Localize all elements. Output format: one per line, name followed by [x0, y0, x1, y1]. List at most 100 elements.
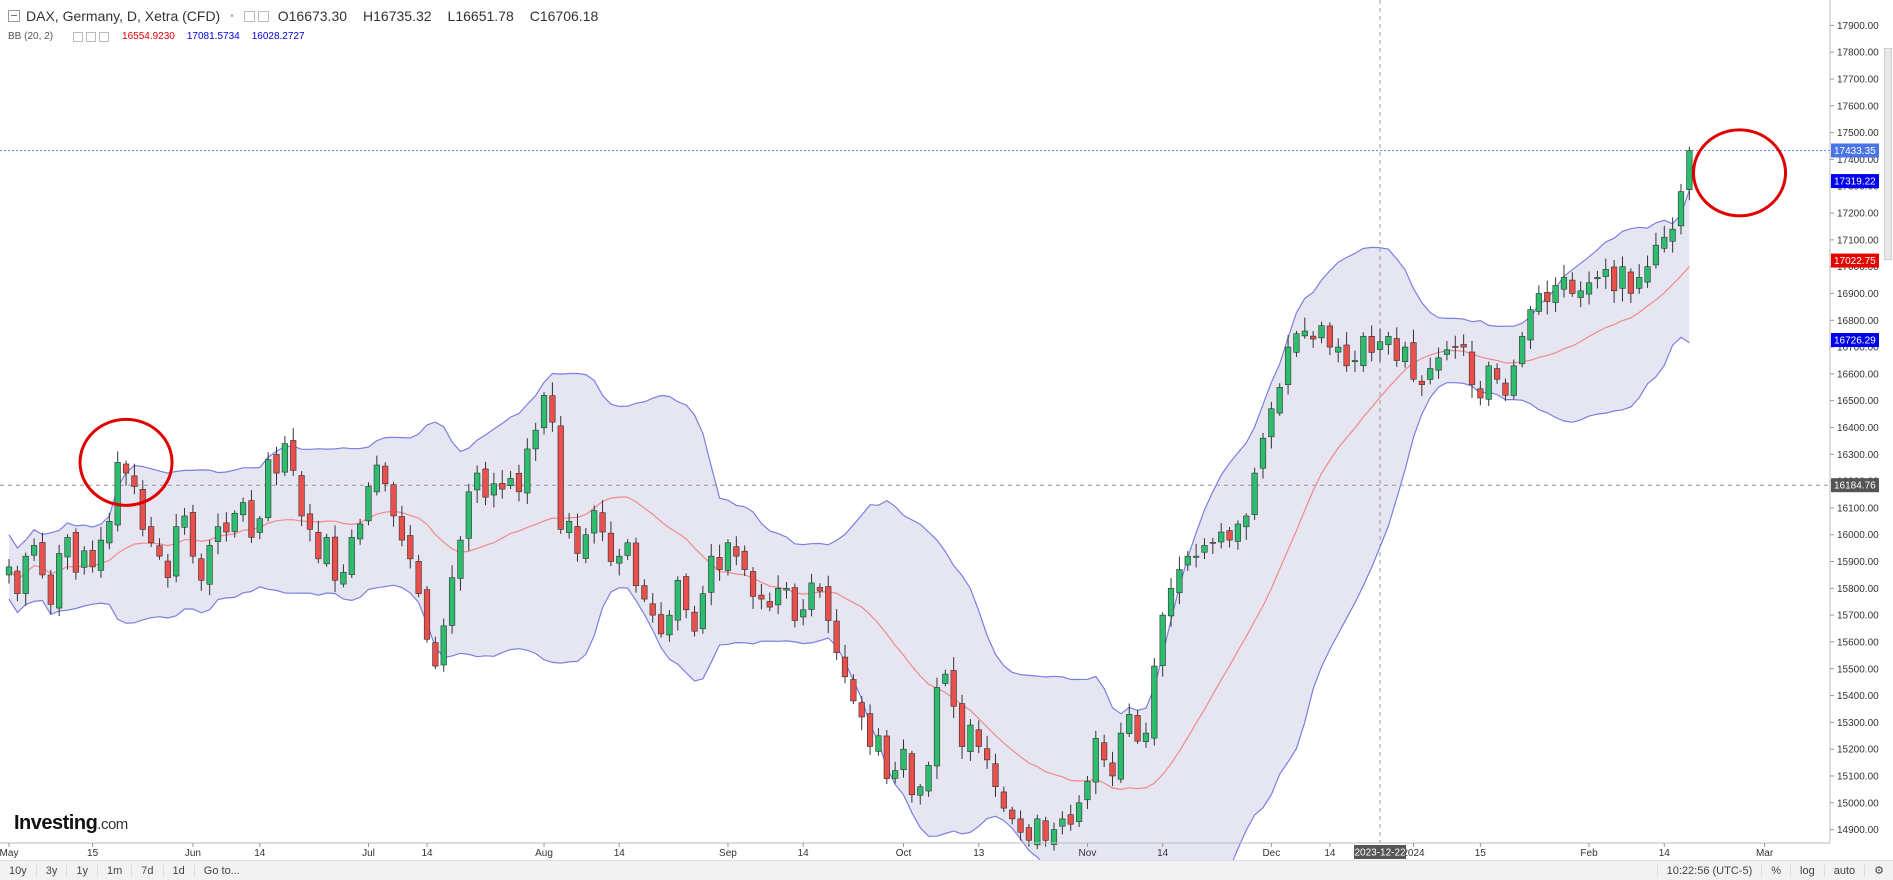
- candle-body: [616, 555, 623, 564]
- candle: [1034, 814, 1041, 850]
- range-7d-button[interactable]: 7d: [132, 864, 164, 877]
- candle-body: [1042, 820, 1049, 841]
- candle-body: [1443, 349, 1451, 355]
- axis-scroll-handle[interactable]: [1884, 48, 1892, 260]
- candle-body: [657, 614, 665, 635]
- candle-body: [239, 502, 247, 516]
- candlesticks: [5, 146, 1693, 851]
- range-1m-button[interactable]: 1m: [98, 864, 133, 877]
- candle-body: [933, 687, 941, 767]
- candle-body: [1226, 530, 1233, 541]
- collapse-icon[interactable]: [8, 10, 20, 22]
- range-1d-button[interactable]: 1d: [164, 864, 195, 877]
- price-tick-label: 16900.00: [1837, 289, 1879, 300]
- candle-body: [1502, 382, 1509, 396]
- candle-body: [758, 594, 765, 600]
- candle: [1293, 330, 1300, 357]
- candle: [281, 435, 288, 477]
- candle-body: [975, 729, 982, 747]
- candle: [122, 460, 130, 486]
- close-icon[interactable]: [99, 31, 110, 42]
- candle: [1544, 280, 1551, 315]
- candle: [992, 753, 999, 797]
- time-tick-label: 14: [798, 848, 810, 859]
- range-10y-button[interactable]: 10y: [0, 864, 37, 877]
- candle: [1410, 329, 1417, 382]
- candle-body: [1025, 827, 1033, 841]
- candle-body: [1326, 325, 1333, 348]
- candle: [331, 525, 339, 593]
- price-tick-label: 16300.00: [1837, 450, 1879, 461]
- candle-body: [917, 786, 924, 796]
- candle: [524, 438, 531, 505]
- candle-body: [382, 465, 389, 485]
- candle-body: [1510, 365, 1517, 396]
- time-axis[interactable]: May 15 Jun 14 Jul 14 Aug 14 Sep 14 Oct 13 Nov 14 Dec 14…: [0, 842, 1830, 859]
- gear-icon[interactable]: ⚙: [1864, 864, 1893, 877]
- candle: [1075, 795, 1083, 828]
- candle: [1443, 341, 1451, 361]
- candle: [883, 729, 890, 784]
- settings-icon[interactable]: [86, 31, 97, 42]
- candle-body: [1569, 279, 1576, 294]
- candle: [967, 719, 974, 761]
- bollinger-bands: [8, 189, 1690, 860]
- candle: [72, 528, 79, 580]
- time-tick-label: Oct: [896, 848, 912, 859]
- candle: [1142, 722, 1150, 748]
- candle-body: [1126, 714, 1133, 734]
- percent-toggle[interactable]: %: [1761, 864, 1790, 877]
- auto-toggle[interactable]: auto: [1823, 864, 1864, 877]
- range-3y-button[interactable]: 3y: [37, 864, 68, 877]
- candle: [649, 593, 656, 623]
- candle: [239, 497, 247, 522]
- candle-body: [148, 526, 155, 544]
- candle: [81, 546, 88, 575]
- candle: [1393, 327, 1400, 367]
- band-fill: [9, 190, 1690, 860]
- eye-icon[interactable]: [243, 10, 255, 22]
- crosshair-date-label: 2023-12-22: [1354, 848, 1406, 859]
- candle: [1611, 260, 1618, 303]
- log-toggle[interactable]: log: [1790, 864, 1824, 877]
- price-axis[interactable]: 14900.00 15000.00 15100.00 15200.00 15300.00…: [1829, 0, 1893, 843]
- time-tick-label: Mar: [1756, 848, 1774, 859]
- clock-label: 10:22:56 (UTC-5): [1656, 864, 1762, 877]
- candle-body: [925, 764, 932, 792]
- candle: [816, 583, 824, 598]
- candle-body: [47, 574, 54, 605]
- candle: [1535, 285, 1542, 315]
- candle-body: [415, 561, 422, 594]
- eye-icon[interactable]: [73, 31, 84, 42]
- candle: [733, 536, 740, 566]
- basis-line: [8, 266, 1690, 791]
- candle: [1218, 523, 1225, 549]
- candle-body: [833, 620, 840, 653]
- candle: [683, 573, 690, 619]
- settings-icon[interactable]: [257, 10, 269, 22]
- more-dots-icon[interactable]: •: [230, 10, 234, 22]
- candle-body: [1343, 344, 1350, 367]
- candle: [1569, 272, 1576, 297]
- candle-body: [298, 475, 305, 517]
- candle: [89, 540, 96, 573]
- goto-button[interactable]: Go to...: [203, 864, 240, 877]
- range-1y-button[interactable]: 1y: [67, 864, 98, 877]
- candle-body: [1468, 351, 1476, 385]
- candle-body: [1435, 357, 1442, 371]
- candle: [766, 592, 773, 612]
- candle-body: [340, 571, 347, 585]
- candle-body: [365, 486, 372, 522]
- candle-body: [507, 478, 514, 486]
- candle: [474, 465, 481, 503]
- candle-body: [156, 545, 163, 557]
- candle-body: [72, 532, 79, 573]
- candle-body: [632, 542, 640, 586]
- candle: [833, 609, 840, 661]
- candle-body: [892, 770, 899, 779]
- candle-body: [331, 536, 339, 581]
- crosshair-lines: [0, 0, 1830, 843]
- candle: [1284, 335, 1292, 395]
- candle-body: [1101, 742, 1108, 761]
- price-chart[interactable]: 14900.00 15000.00 15100.00 15200.00 15300.00…: [0, 0, 1893, 860]
